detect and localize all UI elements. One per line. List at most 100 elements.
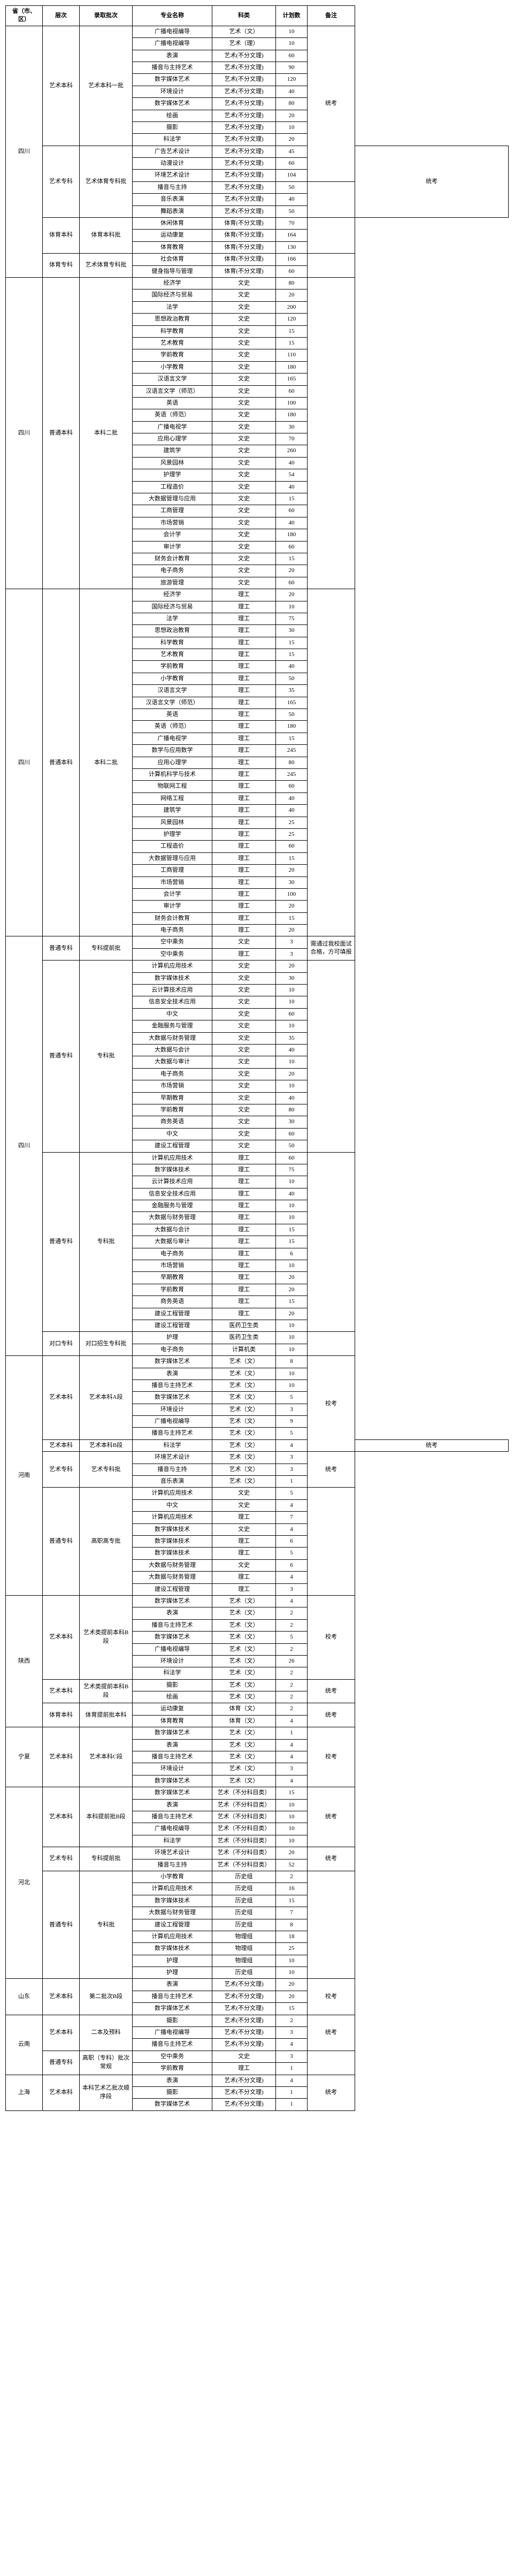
cell-major: 早期教育 (133, 1272, 212, 1284)
cell-remark: 需通过我校面试合格，方可填报 (308, 936, 355, 961)
cell-major: 计算机应用技术 (133, 1883, 212, 1895)
cell-plan: 15 (276, 1296, 308, 1308)
cell-major: 大数据与财务管理 (133, 1032, 212, 1044)
cell-level: 艺术本科 (43, 1787, 80, 1847)
table-row: 普通专科高职（专科）批次常规空中乘务文史3 (6, 2051, 509, 2062)
cell-major: 建设工程管理 (133, 1919, 212, 1931)
cell-subject: 理工 (212, 1236, 276, 1248)
cell-major: 播音与主持 (133, 181, 212, 193)
cell-plan: 60 (276, 385, 308, 397)
admissions-plan-table: 省（市、区） 层次 录取批次 专业名称 科类 计划数 备注 四川艺术本科艺术本科… (5, 5, 509, 2111)
cell-major: 工程造价 (133, 481, 212, 493)
table-row: 体育专科艺术体育专科批社会体育体育(不分文理)166 (6, 254, 509, 265)
cell-major: 国际经济与贸易 (133, 289, 212, 301)
cell-major: 小学教育 (133, 361, 212, 373)
cell-major: 财务会计教育 (133, 912, 212, 924)
cell-plan: 90 (276, 62, 308, 73)
cell-subject: 艺术（文） (212, 1619, 276, 1631)
cell-subject: 计算机类 (212, 1344, 276, 1355)
cell-major: 环境艺术设计 (133, 170, 212, 181)
cell-subject: 理工 (212, 1512, 276, 1523)
cell-major: 应用心理学 (133, 757, 212, 768)
table-row: 四川普通专科专科提前批空中乘务文史3需通过我校面试合格，方可填报 (6, 936, 509, 948)
cell-batch: 艺术本科一批 (80, 26, 133, 146)
cell-plan: 60 (276, 841, 308, 852)
cell-plan: 80 (276, 1104, 308, 1116)
cell-major: 学前教育 (133, 661, 212, 673)
cell-plan: 8 (276, 1356, 308, 1368)
cell-subject: 艺术（文） (212, 1380, 276, 1391)
cell-plan: 20 (276, 134, 308, 146)
cell-plan: 15 (276, 1236, 308, 1248)
cell-plan: 3 (276, 2051, 308, 2062)
cell-batch: 艺术本科A段 (80, 1356, 133, 1440)
cell-major: 广播电视编导 (133, 1643, 212, 1655)
cell-major: 表演 (133, 2075, 212, 2086)
cell-major: 计算机应用技术 (133, 1488, 212, 1499)
cell-major: 思想政治教育 (133, 625, 212, 637)
cell-remark: 统考 (355, 146, 509, 217)
cell-subject: 艺术(不分文理) (212, 181, 276, 193)
cell-subject: 历史组 (212, 1907, 276, 1919)
cell-batch: 体育本科批 (80, 218, 133, 254)
cell-subject: 艺术（文） (212, 1775, 276, 1787)
cell-plan: 50 (276, 709, 308, 721)
cell-subject: 文史 (212, 553, 276, 565)
cell-major: 数字媒体艺术 (133, 1727, 212, 1739)
cell-subject: 历史组 (212, 1895, 276, 1907)
cell-subject: 理工 (212, 613, 276, 624)
cell-subject: 体育(不分文理) (212, 265, 276, 277)
cell-plan: 260 (276, 445, 308, 457)
cell-subject: 文史 (212, 996, 276, 1008)
cell-subject: 艺术（文） (212, 1691, 276, 1703)
cell-plan: 10 (276, 1332, 308, 1344)
cell-major: 广播电视编导 (133, 38, 212, 50)
cell-subject: 理工 (212, 649, 276, 661)
cell-subject: 理工 (212, 1176, 276, 1188)
cell-subject: 艺术（文） (212, 1751, 276, 1763)
cell-level: 艺术专科 (43, 1452, 80, 1488)
cell-major: 建设工程管理 (133, 1583, 212, 1595)
table-row: 艺术本科艺术本科B段科法学艺术（文）4统考 (6, 1439, 509, 1451)
cell-batch: 艺术本科B段 (80, 1439, 133, 1451)
cell-batch: 艺术类提前本科B段 (80, 1679, 133, 1703)
cell-major: 动漫设计 (133, 158, 212, 170)
cell-subject: 理工 (212, 697, 276, 708)
table-row: 艺术本科艺术类提前本科B段摄影艺术（文）2统考 (6, 1679, 509, 1691)
cell-subject: 理工 (212, 1536, 276, 1548)
cell-major: 播音与主持艺术 (133, 1991, 212, 2002)
cell-major: 摄影 (133, 121, 212, 133)
cell-major: 播音与主持艺术 (133, 2039, 212, 2051)
cell-major: 经济学 (133, 277, 212, 289)
cell-plan: 245 (276, 769, 308, 781)
cell-province: 上海 (6, 2075, 43, 2110)
cell-plan: 40 (276, 661, 308, 673)
cell-major: 大数据与财务管理 (133, 1559, 212, 1571)
cell-subject: 理工 (212, 1212, 276, 1224)
cell-plan: 120 (276, 74, 308, 86)
cell-remark: 统考 (308, 2015, 355, 2051)
cell-remark (308, 2051, 355, 2075)
cell-major: 商务英语 (133, 1296, 212, 1308)
cell-subject: 文史 (212, 1032, 276, 1044)
cell-plan: 100 (276, 397, 308, 409)
cell-major: 空中乘务 (133, 2051, 212, 2062)
cell-plan: 40 (276, 1188, 308, 1200)
cell-plan: 16 (276, 1883, 308, 1895)
cell-plan: 6 (276, 1248, 308, 1260)
cell-major: 广播电视学 (133, 421, 212, 433)
cell-major: 表演 (133, 1739, 212, 1751)
cell-major: 大数据与审计 (133, 1056, 212, 1068)
cell-major: 艺术教育 (133, 337, 212, 349)
cell-major: 体育教育 (133, 1715, 212, 1727)
cell-plan: 3 (276, 1763, 308, 1775)
header-row: 省（市、区） 层次 录取批次 专业名称 科类 计划数 备注 (6, 6, 509, 26)
cell-plan: 30 (276, 421, 308, 433)
cell-plan: 5 (276, 1548, 308, 1559)
cell-batch: 对口招生专科批 (80, 1332, 133, 1356)
cell-subject: 艺术（不分科目类） (212, 1799, 276, 1811)
cell-plan: 1 (276, 1727, 308, 1739)
cell-plan: 40 (276, 1092, 308, 1104)
cell-batch: 本科二批 (80, 589, 133, 936)
cell-plan: 10 (276, 1344, 308, 1355)
